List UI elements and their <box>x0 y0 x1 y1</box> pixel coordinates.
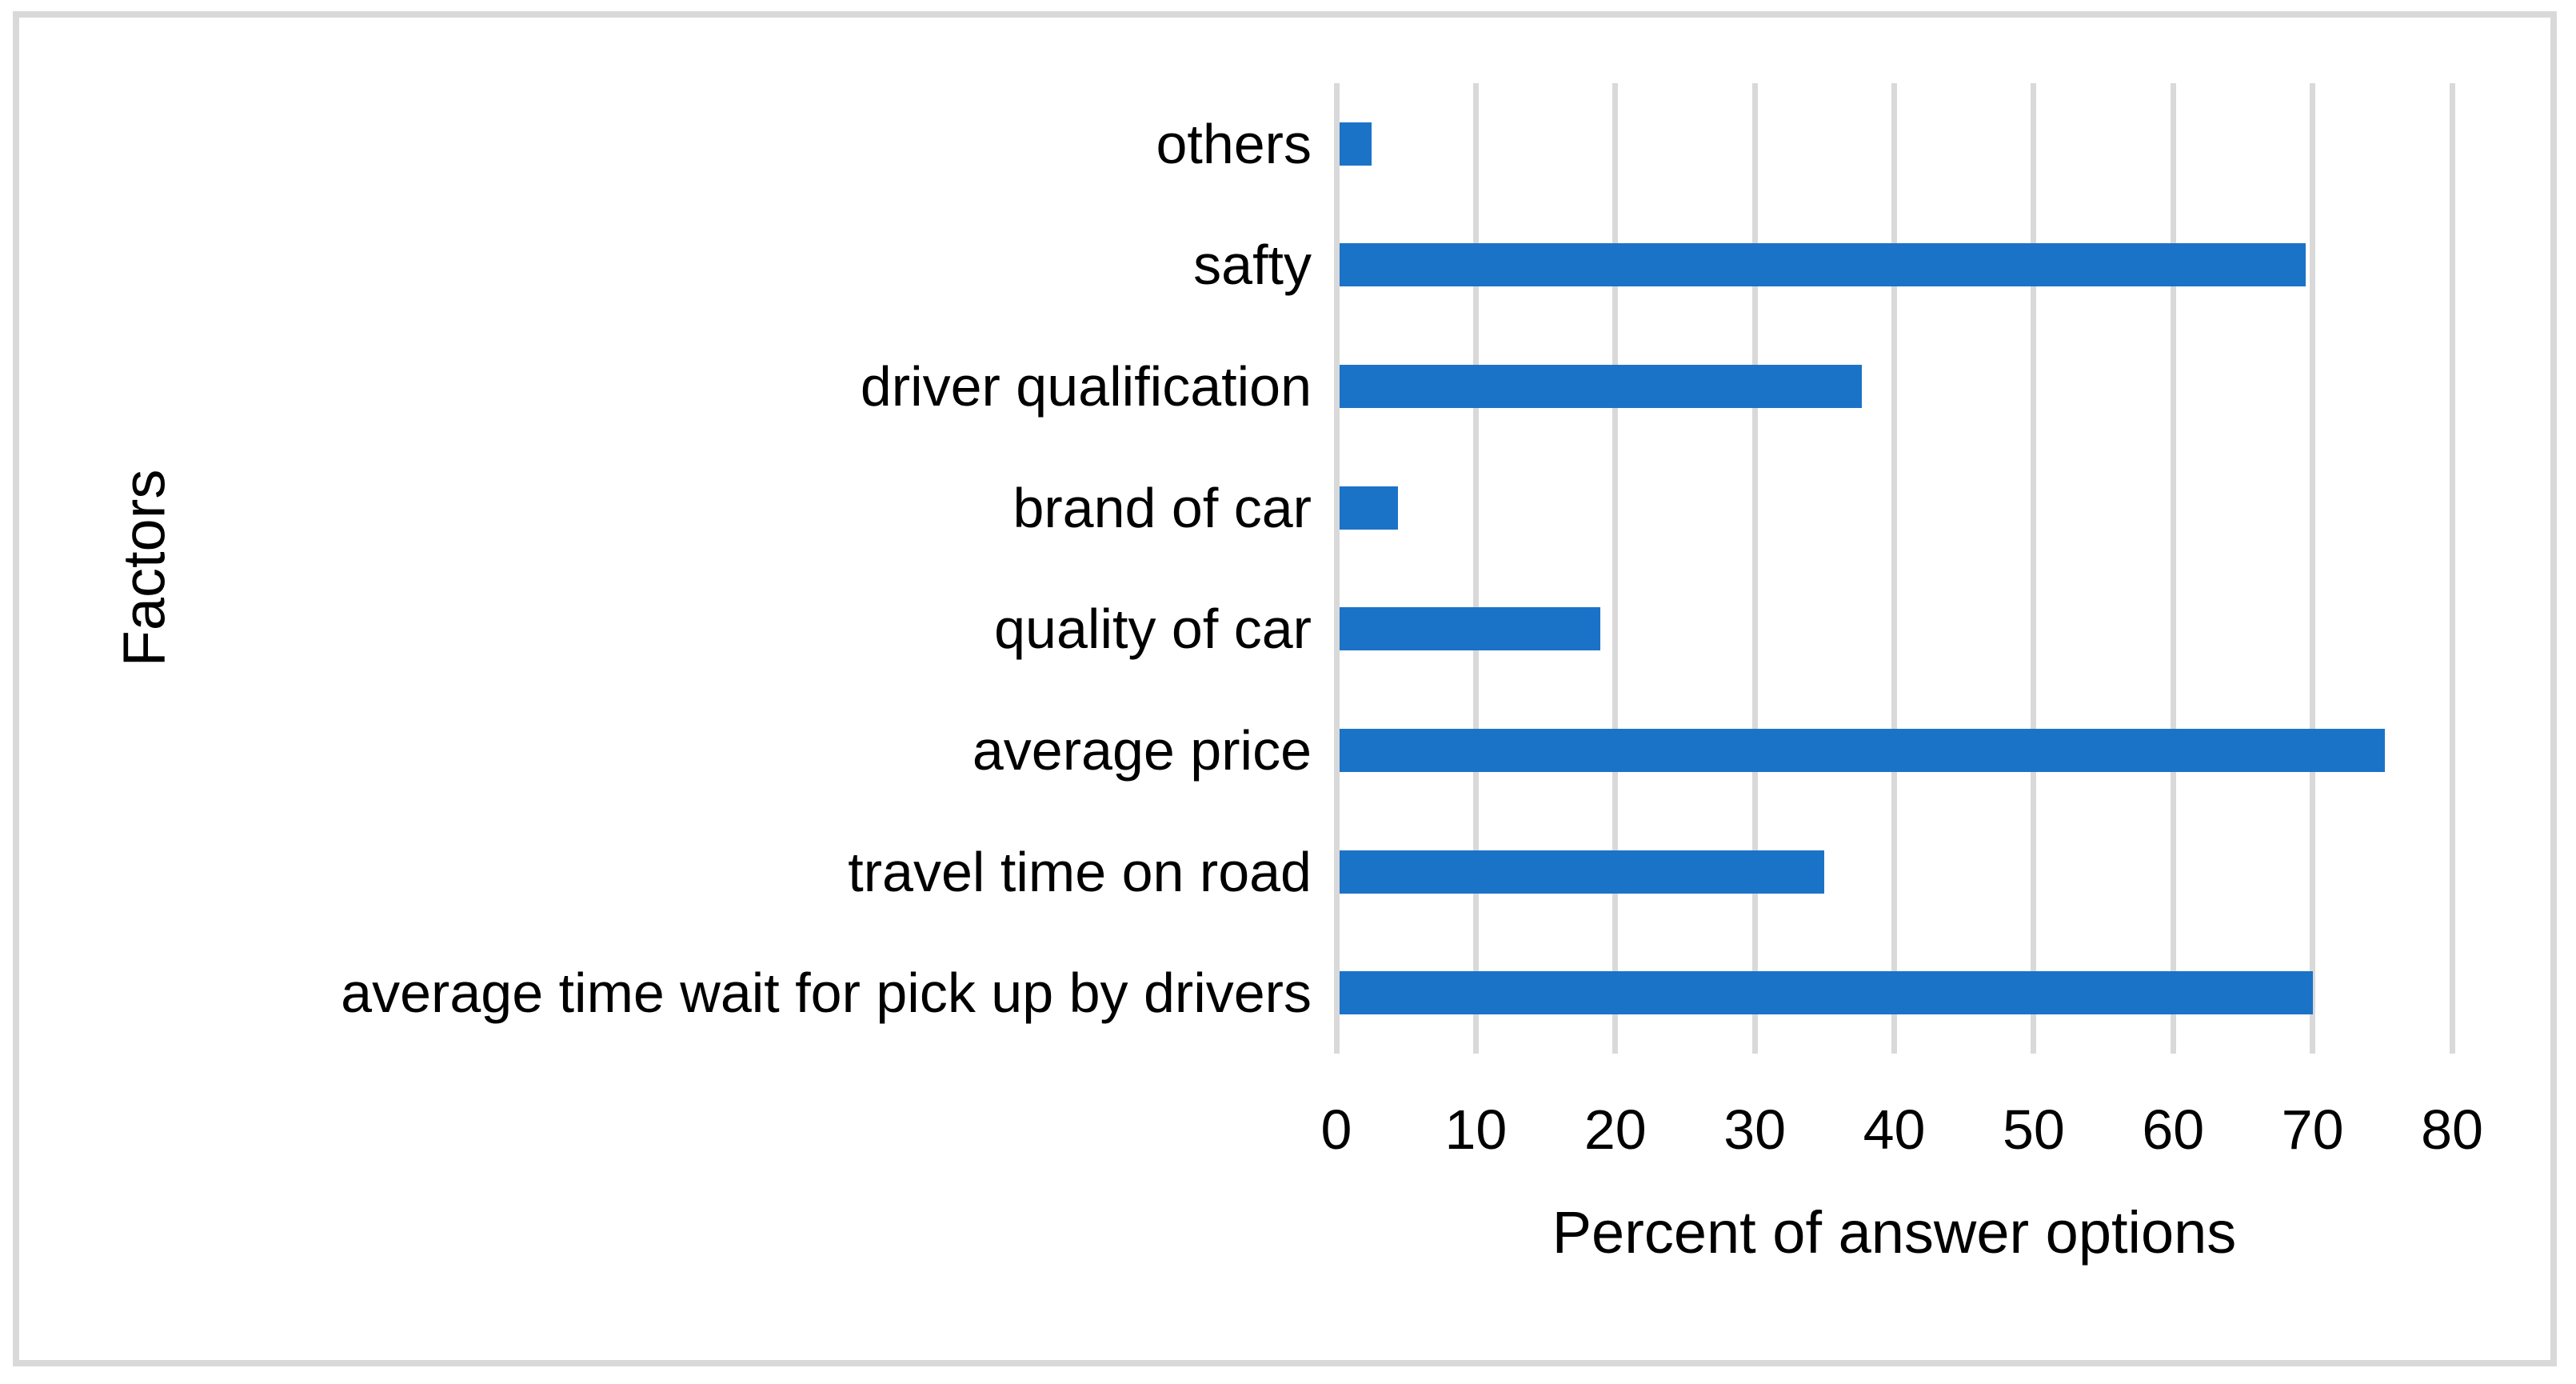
category-axis-labels: others safty driver qualification brand of … <box>24 83 1312 1054</box>
category-label: average time wait for pick up by drivers <box>341 962 1312 1025</box>
bar <box>1340 607 1600 651</box>
category-label: average price <box>972 718 1312 782</box>
bar <box>1340 850 1825 894</box>
category-label: travel time on road <box>848 840 1312 903</box>
bar <box>1340 122 1372 166</box>
bar <box>1340 728 2386 772</box>
plot-area <box>1333 83 2455 1054</box>
x-axis-title: Percent of answer options <box>1552 1199 2237 1266</box>
category-label: driver qualification <box>860 355 1312 418</box>
x-tick-label: 30 <box>1723 1098 1787 1161</box>
gridline <box>2170 83 2176 1054</box>
gridline <box>1333 83 1340 1054</box>
gridline <box>2449 83 2455 1054</box>
bar <box>1340 365 1863 409</box>
x-tick-label: 80 <box>2421 1098 2483 1161</box>
gridline <box>1612 83 1619 1054</box>
x-tick-label: 50 <box>2002 1098 2065 1161</box>
category-label: safty <box>1193 234 1312 297</box>
x-tick-label: 10 <box>1444 1098 1508 1161</box>
category-label: quality of car <box>994 598 1312 661</box>
x-tick-label: 70 <box>2281 1098 2344 1161</box>
category-label: others <box>1156 112 1312 175</box>
gridline <box>1472 83 1479 1054</box>
gridline <box>1891 83 1897 1054</box>
x-tick-label: 20 <box>1584 1098 1647 1161</box>
x-tick-label: 60 <box>2142 1098 2205 1161</box>
x-tick-label: 40 <box>1863 1098 1926 1161</box>
bar <box>1340 243 2306 287</box>
bar <box>1340 486 1398 530</box>
gridline <box>2310 83 2316 1054</box>
x-tick-label: 0 <box>1320 1098 1352 1161</box>
gridline <box>1751 83 1758 1054</box>
category-label: brand of car <box>1012 476 1312 539</box>
x-axis-tick-labels: 0 10 20 30 40 50 60 70 80 <box>0 1098 2576 1174</box>
gridline <box>2031 83 2037 1054</box>
bar <box>1340 971 2313 1015</box>
chart-border-frame <box>13 11 2557 1366</box>
